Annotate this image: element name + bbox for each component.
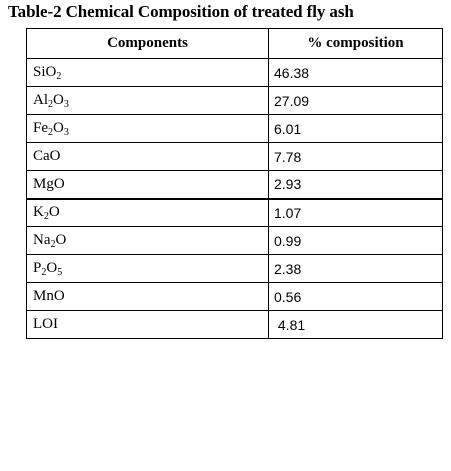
formula-text: Al bbox=[33, 92, 48, 108]
component-cell: Al2O3 bbox=[26, 86, 269, 115]
formula-text: K bbox=[33, 204, 44, 221]
percent-cell: 4.81 bbox=[268, 310, 443, 339]
formula-text: Fe bbox=[33, 120, 48, 136]
percent-cell: 27.09 bbox=[268, 86, 443, 115]
percent-cell: 1.07 bbox=[268, 197, 443, 227]
header-components: Components bbox=[26, 28, 269, 59]
component-cell: MnO bbox=[26, 282, 269, 311]
formula-text: O bbox=[53, 92, 64, 108]
component-cell: LOI bbox=[26, 310, 269, 339]
table-body: SiO2 46.38 Al2O3 27.09 Fe2O3 6.01 CaO 7.78 MgO 2.… bbox=[26, 58, 443, 339]
percent-cell: 0.99 bbox=[268, 226, 443, 255]
formula-text: P bbox=[33, 260, 42, 276]
formula-text: O bbox=[48, 204, 60, 221]
formula-subscript: 2 bbox=[56, 71, 62, 82]
table-row: SiO2 46.38 bbox=[26, 58, 443, 87]
component-cell: MgO bbox=[26, 170, 269, 199]
table-row: Al2O3 27.09 bbox=[26, 86, 443, 115]
formula-subscript: 5 bbox=[57, 267, 63, 278]
formula-subscript: 3 bbox=[63, 99, 69, 110]
formula-subscript: 3 bbox=[63, 127, 69, 138]
table-row: CaO 7.78 bbox=[26, 142, 443, 171]
formula-subscript: 2 bbox=[43, 211, 49, 223]
component-cell: Na2O bbox=[26, 226, 269, 255]
table-row: Na2O 0.99 bbox=[26, 226, 443, 255]
formula-text: O bbox=[55, 232, 67, 248]
formula-text: O bbox=[46, 260, 58, 276]
percent-cell: 2.93 bbox=[268, 170, 443, 199]
composition-table: Components % composition SiO2 46.38 Al2O3 2… bbox=[26, 28, 443, 339]
formula-subscript: 2 bbox=[48, 99, 53, 110]
table-row: LOI 4.81 bbox=[26, 310, 443, 339]
percent-cell: 6.01 bbox=[268, 114, 443, 143]
component-cell: Fe2O3 bbox=[26, 114, 269, 143]
table-row: Fe2O3 6.01 bbox=[26, 114, 443, 143]
percent-cell: 7.78 bbox=[268, 142, 443, 171]
table-header-row: Components % composition bbox=[26, 28, 443, 59]
formula-subscript: 2 bbox=[41, 267, 47, 278]
component-cell: K2O bbox=[26, 197, 269, 227]
formula-text: MnO bbox=[33, 288, 65, 304]
table-row: K2O 1.07 bbox=[26, 197, 443, 227]
table-row: MgO 2.93 bbox=[26, 170, 443, 199]
percent-cell: 46.38 bbox=[268, 58, 443, 87]
formula-text: CaO bbox=[33, 148, 61, 164]
formula-text: LOI bbox=[33, 316, 58, 332]
table-row: P2O5 2.38 bbox=[26, 254, 443, 283]
formula-subscript: 2 bbox=[48, 127, 53, 138]
formula-text: Na bbox=[33, 232, 51, 248]
percent-cell: 2.38 bbox=[268, 254, 443, 283]
percent-cell: 0.56 bbox=[268, 282, 443, 311]
table-row: MnO 0.56 bbox=[26, 282, 443, 311]
formula-subscript: 2 bbox=[50, 239, 56, 250]
component-cell: P2O5 bbox=[26, 254, 269, 283]
formula-text: O bbox=[53, 120, 64, 136]
header-percent-composition: % composition bbox=[268, 28, 443, 59]
component-cell: SiO2 bbox=[26, 58, 269, 87]
formula-text: MgO bbox=[33, 175, 65, 192]
component-cell: CaO bbox=[26, 142, 269, 171]
table-caption: Table-2 Chemical Composition of treated … bbox=[8, 2, 354, 21]
formula-text: SiO bbox=[33, 64, 57, 80]
